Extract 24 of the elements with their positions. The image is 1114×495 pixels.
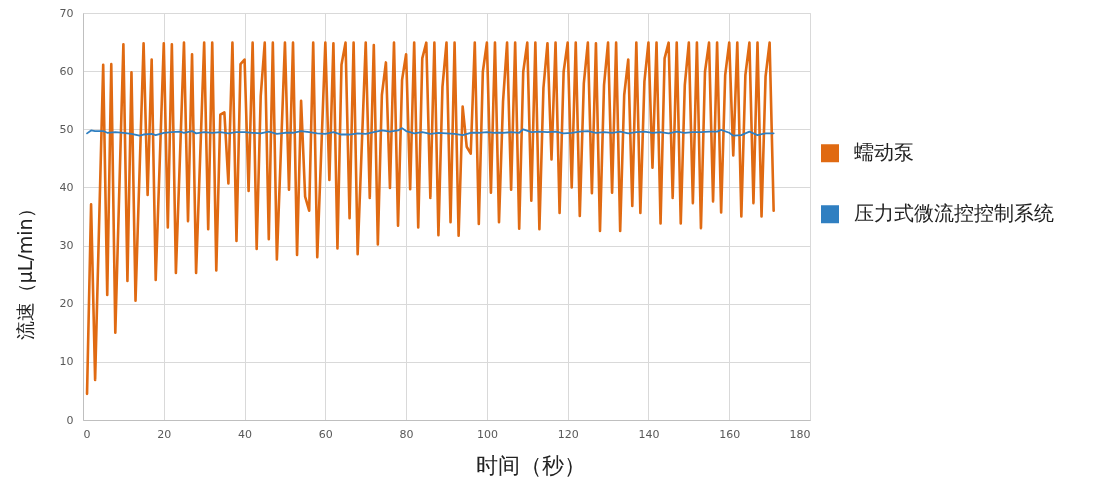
x-tick-label: 40	[238, 427, 253, 441]
y-tick-label: 60	[59, 64, 74, 78]
y-tick-label: 30	[59, 239, 74, 253]
x-tick-label: 120	[557, 427, 579, 441]
x-axis-title: 时间（秒）	[476, 452, 587, 478]
x-tick-label: 180	[789, 427, 811, 441]
y-tick-label: 10	[59, 355, 74, 369]
x-tick-label: 0	[83, 427, 91, 441]
line-series	[85, 41, 775, 396]
y-tick-label: 40	[59, 180, 74, 194]
x-tick-label: 160	[719, 427, 741, 441]
y-axis-title: 流速（μL/min）	[13, 199, 36, 341]
legend-label: 蠕动泵	[854, 140, 914, 165]
x-tick-label: 60	[318, 427, 333, 441]
x-tick-label: 140	[638, 427, 660, 441]
y-tick-label: 70	[59, 6, 74, 20]
y-tick-label: 0	[66, 413, 74, 427]
y-tick-label: 20	[59, 297, 74, 311]
x-tick-label: 100	[476, 427, 498, 441]
line-series	[86, 127, 775, 137]
x-tick-label: 20	[157, 427, 172, 441]
legend-label: 压力式微流控控制系统	[854, 201, 1054, 226]
x-tick-label: 80	[399, 427, 414, 441]
y-tick-label: 50	[59, 122, 74, 136]
